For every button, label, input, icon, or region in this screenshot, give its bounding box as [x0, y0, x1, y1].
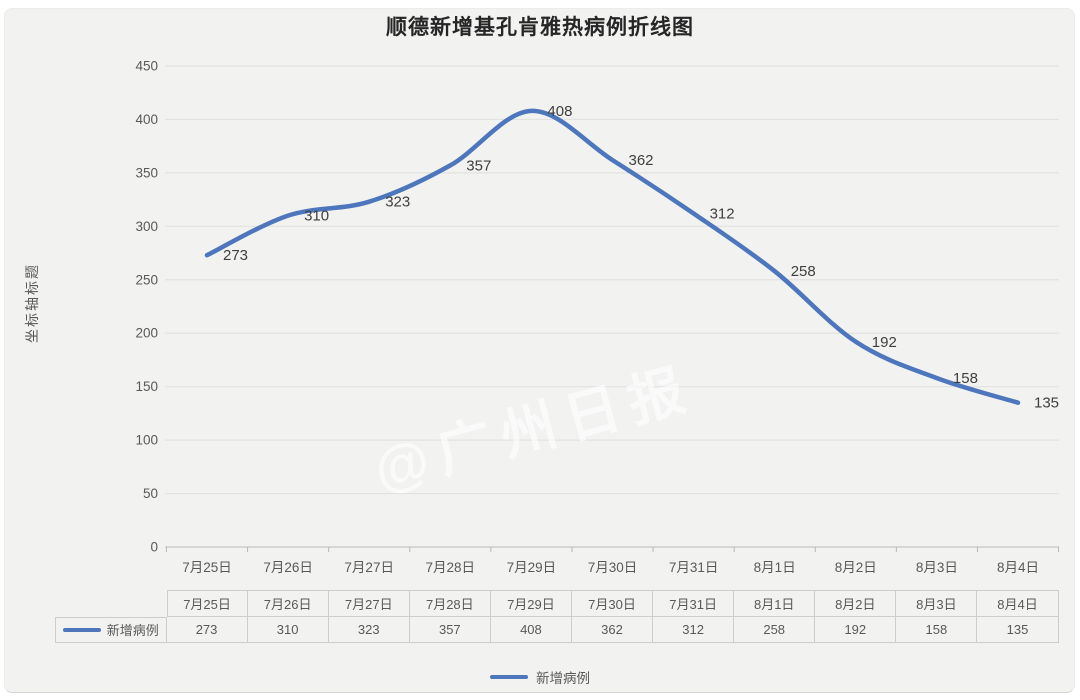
table-date-cell: 8月3日: [896, 590, 978, 617]
data-label: 135: [1034, 395, 1059, 412]
data-label: 258: [791, 263, 816, 280]
table-date-cell: 7月26日: [247, 590, 329, 617]
data-label: 323: [385, 194, 410, 211]
table-date-cell: 7月27日: [328, 590, 410, 617]
data-label: 158: [953, 370, 978, 387]
x-axis-label: 7月25日: [182, 560, 232, 575]
table-date-cell: 7月31日: [653, 590, 735, 617]
y-tick-label: 450: [135, 59, 158, 74]
table-value-cell: 408: [490, 616, 572, 643]
x-axis-label: 7月30日: [588, 560, 638, 575]
y-tick-label: 0: [150, 540, 158, 555]
data-table: 7月25日 7月26日 7月27日 7月28日 7月29日 7月30日 7月31日 8月1日 8…: [55, 590, 1059, 643]
legend-line-icon: [490, 675, 528, 679]
table-legend-cell: 新增病例: [55, 616, 167, 643]
x-axis-label: 8月1日: [754, 560, 796, 575]
y-tick-label: 200: [135, 326, 158, 341]
table-legend-label: 新增病例: [106, 623, 159, 639]
data-label: 357: [466, 157, 491, 174]
table-value-cell: 323: [328, 616, 410, 643]
x-axis-label: 8月3日: [916, 560, 958, 575]
data-label: 362: [629, 152, 654, 169]
x-axis-label: 7月28日: [426, 560, 476, 575]
y-tick-label: 300: [135, 219, 158, 234]
y-tick-label: 350: [135, 165, 158, 180]
table-date-cell: 8月1日: [734, 590, 816, 617]
chart-card: [4, 8, 1075, 693]
legend-label: 新增病例: [536, 671, 590, 686]
table-value-cell: 312: [653, 616, 735, 643]
table-date-cell: 7月30日: [571, 590, 654, 617]
table-value-cell: 135: [977, 616, 1059, 643]
chart-title: 顺德新增基孔肯雅热病例折线图: [386, 15, 694, 39]
table-value-cell: 158: [896, 616, 978, 643]
table-date-cell: 7月29日: [490, 590, 572, 617]
x-axis-label: 7月26日: [263, 560, 313, 575]
table-date-cell: 7月25日: [166, 590, 248, 617]
y-tick-label: 400: [135, 112, 158, 127]
table-date-cell: 8月4日: [977, 590, 1059, 617]
table-date-cell: 8月2日: [815, 590, 897, 617]
x-axis-label: 7月31日: [669, 560, 719, 575]
chart-legend: 新增病例: [0, 666, 1080, 687]
table-value-cell: 357: [409, 616, 491, 643]
data-label: 408: [547, 103, 572, 120]
y-tick-label: 50: [143, 486, 158, 501]
table-stub-empty: [55, 590, 167, 617]
table-value-cell: 273: [166, 616, 248, 643]
data-label: 310: [304, 208, 329, 225]
data-label: 312: [710, 206, 735, 223]
y-tick-label: 100: [135, 433, 158, 448]
y-tick-label: 250: [135, 272, 158, 287]
x-axis-label: 8月4日: [997, 560, 1039, 575]
table-value-cell: 258: [734, 616, 816, 643]
x-axis-label: 7月27日: [344, 560, 394, 575]
data-label: 273: [223, 247, 248, 264]
table-value-cell: 310: [247, 616, 329, 643]
table-value-cell: 192: [815, 616, 897, 643]
table-date-cell: 7月28日: [409, 590, 491, 617]
table-legend-line-icon: [62, 627, 101, 632]
x-axis-label: 8月2日: [835, 560, 877, 575]
data-label: 192: [872, 334, 897, 351]
table-value-cell: 362: [571, 616, 654, 643]
x-axis-label: 7月29日: [507, 560, 557, 575]
y-tick-label: 150: [135, 379, 158, 394]
series-line: [204, 108, 1021, 405]
